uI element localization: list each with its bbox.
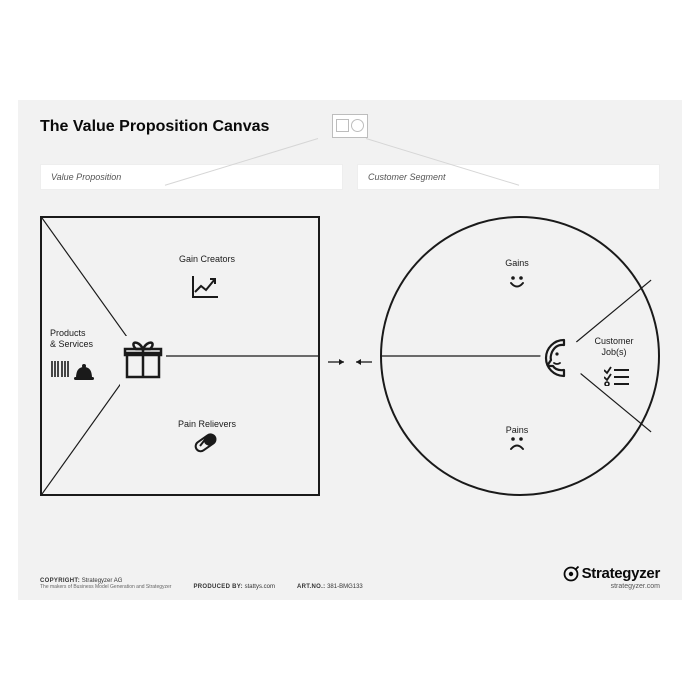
canvas-background: The Value Proposition Canvas Value Propo…	[18, 100, 682, 600]
barcode-bell-icon	[50, 358, 94, 387]
diagram: Gain Creators Products& Services	[40, 206, 660, 506]
pill-icon	[192, 429, 218, 460]
frown-icon	[508, 435, 526, 456]
products-services-label: Products& Services	[50, 328, 112, 350]
footer: COPYRIGHT: Strategyzer AG The makers of …	[40, 565, 660, 590]
brand-mark-icon	[563, 566, 579, 582]
brand-url: strategyzer.com	[563, 583, 660, 590]
smile-icon	[508, 274, 526, 295]
produced-value: stattys.com	[245, 584, 275, 590]
face-profile-icon	[540, 336, 584, 385]
brand-name: Strategyzer	[582, 565, 660, 582]
chart-up-icon	[190, 274, 220, 305]
gift-icon	[120, 336, 166, 387]
brand-logo: Strategyzer	[563, 565, 660, 582]
connector-arrows	[322, 354, 378, 364]
customer-segment-circle: Gains CustomerJob(s)	[380, 216, 660, 496]
customer-jobs-label: CustomerJob(s)	[584, 336, 644, 358]
artno-label: ART.NO.:	[297, 584, 325, 590]
gains-label: Gains	[487, 258, 547, 269]
copyright-subline: The makers of Business Model Generation …	[40, 584, 171, 590]
checklist-icon	[604, 366, 630, 391]
cs-label-box: Customer Segment	[357, 164, 660, 190]
artno-value: 381-BMG133	[327, 584, 363, 590]
gain-creators-label: Gain Creators	[162, 254, 252, 265]
value-proposition-square: Gain Creators Products& Services	[40, 216, 320, 496]
thumbnail	[332, 114, 368, 138]
produced-label: PRODUCED BY:	[193, 584, 243, 590]
